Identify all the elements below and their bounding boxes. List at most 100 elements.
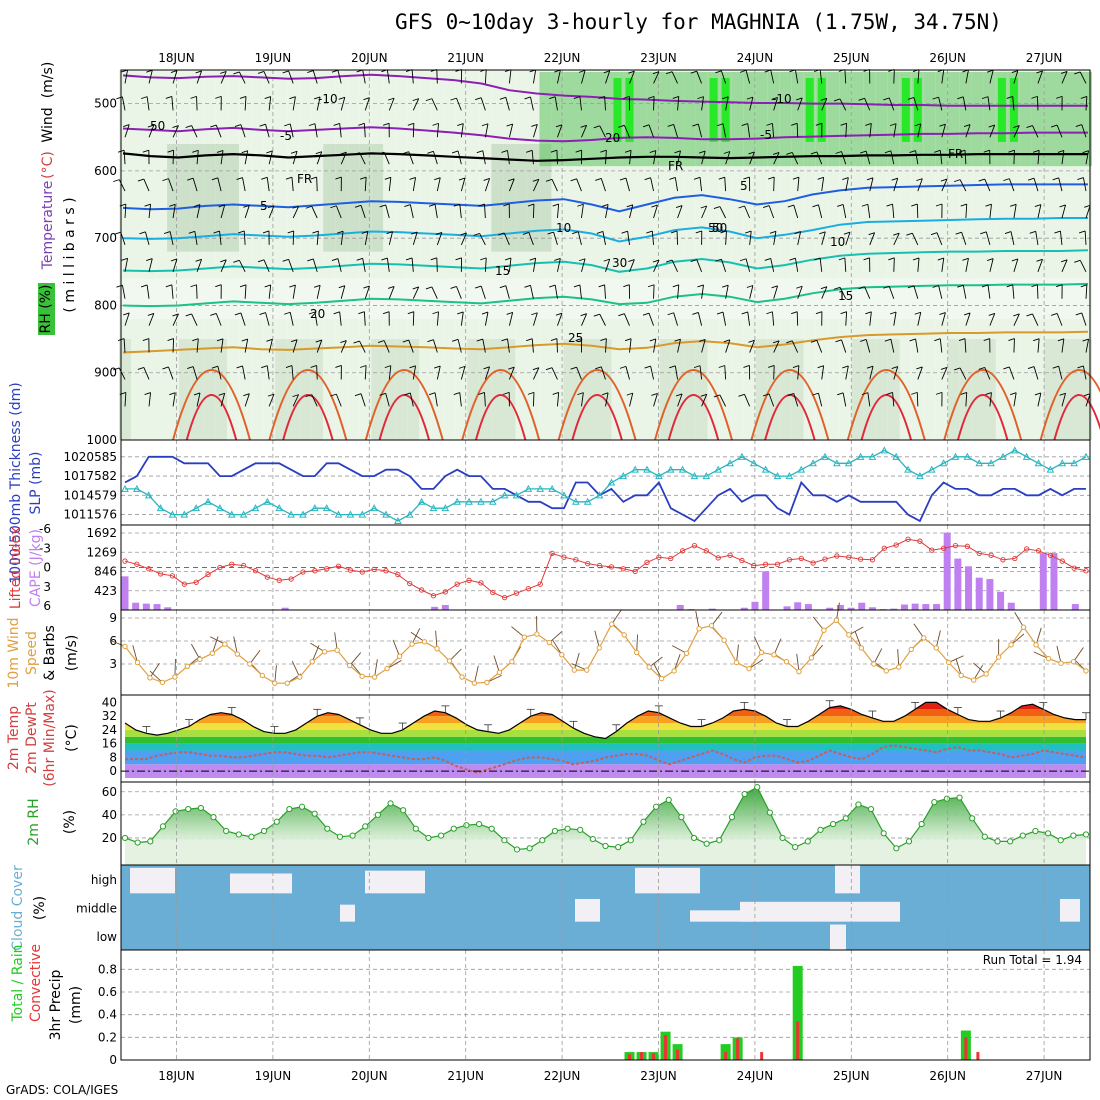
wind-barb-flag [1026, 313, 1033, 317]
wind-barb [604, 96, 606, 111]
wind-barb [629, 338, 632, 353]
wind-barb-flag [335, 176, 342, 180]
wind-barb-flag [932, 96, 939, 100]
li-point [573, 557, 579, 563]
wind-barb [965, 204, 968, 219]
rh-band-bright [805, 78, 814, 142]
wind-barb [123, 338, 126, 353]
slp-point [916, 472, 924, 480]
wind-barb-flag [883, 285, 890, 289]
wind-barb-flag [644, 177, 651, 181]
wind-barb [744, 205, 751, 219]
wind-barb-flag [580, 124, 587, 128]
wind-barb [220, 204, 226, 219]
li-point [869, 557, 876, 563]
wind-barb [893, 257, 895, 272]
wind-barb [242, 365, 246, 380]
wind10m-barb [811, 644, 824, 659]
precip-conv-bar [976, 1052, 980, 1060]
li-point [1059, 558, 1065, 564]
wind-barb [244, 393, 250, 407]
wind10m-point [758, 649, 765, 656]
thickness-tick-label: 582 [94, 469, 117, 483]
wind-barb [432, 339, 438, 353]
cape-bar [847, 607, 855, 610]
wind10m-point [883, 668, 890, 674]
wind-barb-flag [169, 392, 176, 396]
rh-band-green [1067, 72, 1080, 167]
wind-barb [220, 259, 227, 272]
wind-barb-flag [865, 311, 872, 315]
wind-barb-flag [575, 338, 582, 341]
wind-barb-flag [716, 311, 724, 315]
wind10m-point [983, 671, 989, 677]
wind-barb-flag [167, 149, 174, 153]
wind-barb [316, 339, 323, 353]
wind-barb [388, 97, 395, 111]
wind-barb-flag [218, 204, 225, 208]
wind-barb-flag [963, 124, 971, 128]
wind-barb-flag [195, 258, 202, 262]
wind-barb [892, 204, 895, 219]
wind-barb [412, 177, 416, 192]
wind-barb [1081, 312, 1087, 326]
wind10m-point [546, 639, 553, 646]
wind10m-point [484, 679, 490, 686]
rh2m-point [324, 825, 331, 832]
slp-point [833, 459, 841, 467]
wind-barb [749, 340, 755, 353]
rh2m-point [197, 804, 204, 812]
wind-barb [360, 205, 366, 219]
wind-barb [701, 150, 706, 165]
wind-barb-flag [405, 257, 413, 261]
wind-barb-flag [545, 367, 553, 371]
wind-barb-flag [1026, 125, 1033, 128]
wind-barb [217, 177, 222, 192]
wind-barb-flag [284, 123, 291, 127]
slp-point [1034, 459, 1043, 467]
rh2m-point [842, 815, 849, 822]
wind-barb-flag [526, 338, 533, 342]
wind-barb-flag [746, 285, 754, 288]
x-tick-label-top: 26JUN [929, 51, 966, 65]
isotherm-15 [122, 249, 1089, 273]
li-point [383, 568, 389, 574]
slp-point [121, 484, 129, 492]
wind-barb [362, 258, 366, 272]
wind-barb-flag [692, 311, 699, 315]
wind-barb-flag [987, 258, 994, 262]
wind-barb-flag [720, 230, 727, 234]
wind-barb [289, 123, 294, 138]
rh-band-low [311, 339, 324, 440]
rh2m-point [678, 814, 685, 821]
slp-point [417, 497, 426, 505]
li-point [1000, 557, 1006, 563]
wind-barb-flag [626, 392, 633, 396]
wind-barb [1061, 71, 1068, 84]
slp-point [227, 510, 236, 518]
wind-barb [364, 97, 370, 111]
slp-point [761, 465, 770, 473]
rh-band-green [683, 72, 696, 167]
wind-barb-flag [188, 230, 195, 234]
rh-band-light [131, 70, 144, 440]
wind-barb-flag [891, 177, 898, 181]
wind-barb [985, 231, 991, 246]
wind-barb [605, 338, 607, 353]
wind-barb [888, 97, 895, 111]
slp-point [263, 497, 272, 505]
wind-barb-flag [547, 231, 554, 235]
cape-bar [708, 608, 716, 610]
wind-barb-flag [672, 284, 679, 288]
li-point [513, 590, 520, 596]
wind-barb [434, 204, 438, 219]
wind-barb [340, 97, 346, 111]
rh-band-low [191, 339, 204, 440]
slp-point [512, 491, 521, 499]
wind-barb-flag [739, 258, 747, 262]
rh2m-point [1057, 837, 1064, 844]
wind-barb [311, 394, 318, 407]
slp-point [1022, 452, 1031, 460]
wind-barb-flag [140, 96, 148, 100]
wind-barb-flag [1003, 366, 1010, 370]
